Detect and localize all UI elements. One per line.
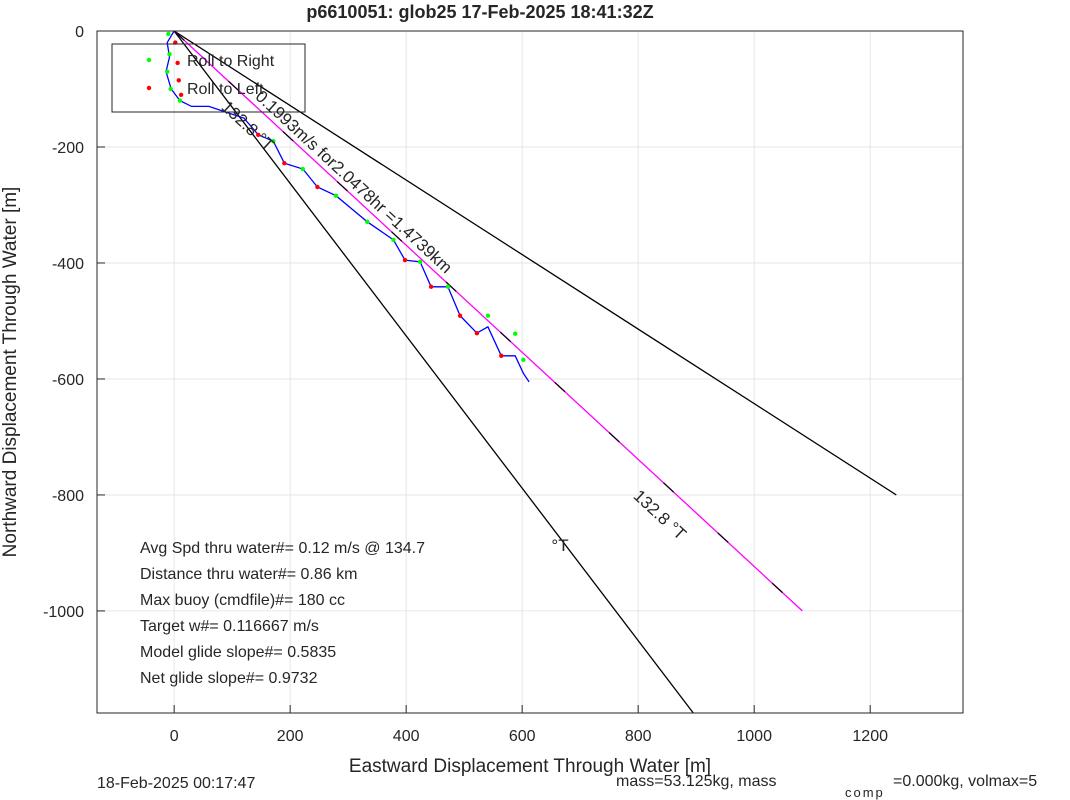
data-point [167,51,172,57]
line [173,31,803,612]
data-point [402,257,408,263]
data-point [428,284,434,289]
x-tick-label: 400 [393,728,420,745]
line [173,31,897,496]
chart-title: p6610051: glob25 17-Feb-2025 18:41:32Z [306,2,653,22]
x-tick-label: 200 [277,728,304,745]
x-tick-label: 600 [509,728,536,745]
footer-text: 18-Feb-2025 00:17:47 [97,775,255,792]
y-tick-label: -400 [52,256,84,273]
y-tick-label: 0 [75,24,84,41]
data-point [445,284,451,289]
data-point [417,259,423,265]
stat-line: Max buoy (cmdfile)#= 180 cc [140,592,345,609]
data-point [164,69,170,74]
y-axis-label: Northward Displacement Through Water [m] [0,187,21,558]
stat-line: Target w#= 0.116667 m/s [140,618,319,635]
data-point [175,60,180,66]
data-point [282,161,287,166]
data-point [168,86,173,92]
legend-marker [146,85,152,91]
data-point [271,138,276,144]
data-point [315,184,320,190]
x-tick-label: 1000 [736,728,772,745]
data-point [177,98,183,103]
footer-text: =0.000kg, volmax=5 [893,773,1037,790]
legend-marker [146,57,152,63]
plot-area [97,31,963,713]
footer-text: comp [845,785,885,800]
y-tick-label: -1000 [43,604,84,621]
data-point [256,132,261,138]
stat-line: Distance thru water#= 0.86 km [140,566,357,583]
data-point [499,353,504,358]
y-tick-label: -200 [52,140,84,157]
plot-content [164,31,897,713]
data-point [457,313,463,318]
footer-text: mass=53.125kg, mass [616,773,777,790]
data-point [513,331,518,336]
data-point [521,357,526,363]
line [173,31,694,713]
x-tick-label: 0 [170,728,179,745]
x-tick-label: 1200 [852,728,888,745]
data-point [391,237,396,242]
stat-line: Net glide slope#= 0.9732 [140,670,318,687]
data-point [333,193,339,198]
axes-box [96,30,964,714]
legend-box [111,43,306,113]
legend-label: Roll to Left [187,81,264,98]
stat-line: Avg Spd thru water#= 0.12 m/s @ 134.7 [140,540,425,557]
data-point [365,219,370,224]
y-tick-label: -800 [52,488,84,505]
x-tick-label: 800 [625,728,652,745]
data-point [300,166,306,172]
y-tick-label: -600 [52,372,84,389]
data-point [176,78,181,83]
data-point [474,330,480,336]
data-point [178,92,184,97]
annotation: °T [551,536,568,555]
stat-line: Model glide slope#= 0.5835 [140,644,336,661]
legend-label: Roll to Right [187,53,275,70]
data-point [166,31,171,37]
x-axis-label: Eastward Displacement Through Water [m] [349,756,711,777]
data-point [485,313,491,318]
